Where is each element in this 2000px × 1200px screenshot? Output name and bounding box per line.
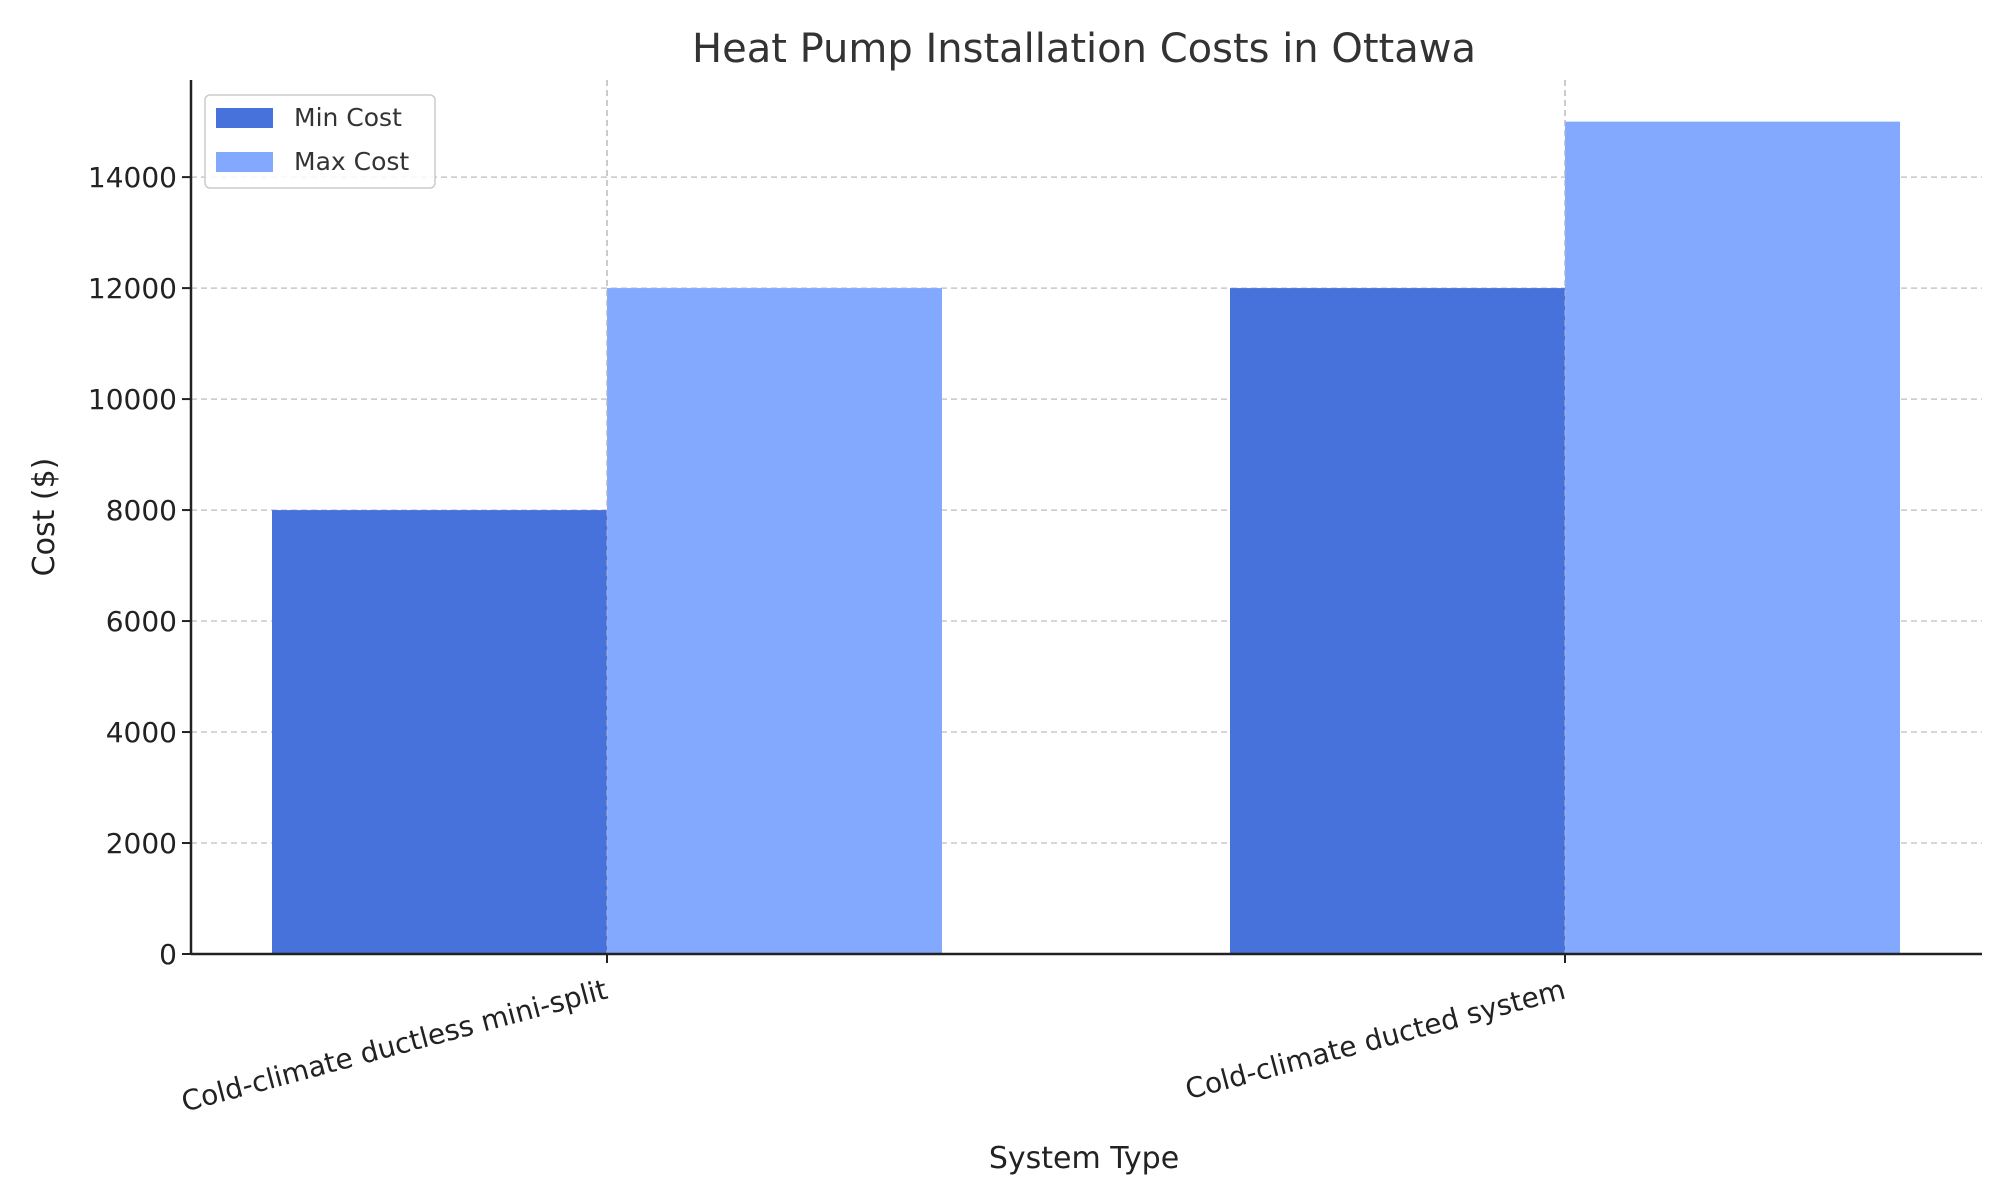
y-tick-label: 12000 <box>88 272 177 305</box>
x-axis-label: System Type <box>989 1141 1179 1176</box>
x-tick-label: Cold-climate ductless mini-split <box>178 973 611 1119</box>
y-tick-label: 4000 <box>106 716 177 749</box>
legend: Min Cost Max Cost <box>204 94 436 189</box>
y-tick-label: 8000 <box>106 494 177 527</box>
y-tick-label: 0 <box>159 938 177 971</box>
bars <box>272 80 1900 955</box>
legend-label: Max Cost <box>294 147 409 176</box>
x-tick-label: Cold-climate ducted system <box>1182 973 1569 1106</box>
legend-swatch <box>216 108 273 128</box>
bar-max-cost <box>607 288 942 955</box>
legend-label: Min Cost <box>294 103 402 132</box>
y-axis-label: Cost ($) <box>27 458 62 577</box>
legend-swatch <box>216 152 273 172</box>
x-ticks: Cold-climate ductless mini-split Cold-cli… <box>178 954 1569 1118</box>
y-tick-label: 6000 <box>106 605 177 638</box>
bar-min-cost <box>1230 288 1565 955</box>
bar-min-cost <box>272 510 607 954</box>
bar-max-cost <box>1565 121 1900 955</box>
y-tick-label: 14000 <box>88 161 177 194</box>
chart-title: Heat Pump Installation Costs in Ottawa <box>692 26 1476 72</box>
axes <box>189 80 1982 956</box>
y-tick-label: 10000 <box>88 383 177 416</box>
y-tick-label: 2000 <box>106 827 177 860</box>
y-ticks: 0 2000 4000 6000 8000 10000 12000 14000 <box>88 161 191 971</box>
